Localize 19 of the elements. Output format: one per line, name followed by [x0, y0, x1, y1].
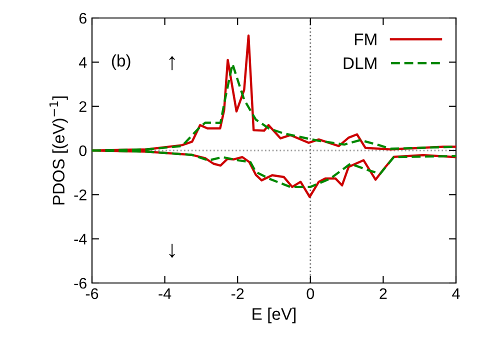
y-tick-label: 0: [79, 145, 87, 156]
y-tick-label: -2: [74, 190, 86, 200]
x-tick-label: -4: [158, 288, 172, 299]
x-tick-label: 0: [306, 288, 314, 300]
legend-label: DLM: [344, 57, 376, 69]
x-tick-label: 4: [452, 288, 460, 299]
y-tick-label: 2: [79, 101, 86, 112]
y-tick-label: 6: [79, 12, 86, 24]
annotation: (b): [112, 54, 130, 70]
x-tick-label: -2: [231, 288, 244, 299]
x-axis-title: E [eV]: [252, 308, 296, 324]
annotation: ↓: [169, 244, 175, 258]
x-tick-label: 2: [380, 288, 387, 299]
y-axis-title: PDOS [(eV)$^{−1}$]: [50, 96, 68, 204]
y-tick-label: 4: [78, 57, 87, 68]
annotation: ↑: [169, 56, 175, 70]
legend-label: FM: [354, 34, 376, 46]
y-tick-label: -6: [74, 278, 86, 289]
y-tick-label: -4: [74, 234, 87, 244]
